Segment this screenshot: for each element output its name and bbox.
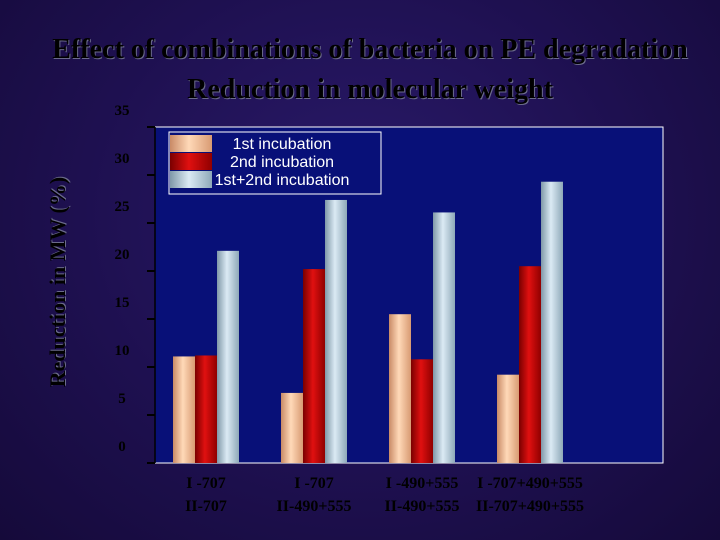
x-category-label: I -707+490+555	[477, 475, 583, 492]
y-tick-label: 15	[115, 295, 130, 311]
chart-title-line1: Effect of combinations of bacteria on PE…	[52, 34, 688, 65]
bar-1st-incubation-4	[497, 374, 519, 463]
bar-2nd-incubation-3	[411, 359, 433, 463]
x-category-label: II-490+555	[385, 498, 460, 515]
x-category-label: I -490+555	[386, 475, 459, 492]
y-tick-label: 20	[115, 247, 130, 263]
y-axis: 0 5 10 15 20 25 30 35	[115, 103, 156, 464]
legend-label: 2nd incubation	[230, 154, 334, 171]
legend-swatch	[170, 153, 212, 170]
legend-swatch	[170, 135, 212, 152]
bar-2nd-incubation-2	[303, 269, 325, 463]
y-tick-label: 0	[118, 439, 126, 455]
y-tick-label: 25	[115, 199, 130, 215]
bar-1st-2nd-incubation-4	[541, 181, 563, 463]
bar-1st-2nd-incubation-1	[217, 250, 239, 463]
legend-label: 1st+2nd incubation	[215, 172, 350, 189]
bar-1st-incubation-2	[281, 392, 303, 463]
legend-label: 1st incubation	[233, 136, 332, 153]
bar-1st-incubation-3	[389, 314, 411, 463]
x-category-label: II-490+555	[277, 498, 352, 515]
legend-swatch	[170, 171, 212, 188]
x-category-label: II-707	[185, 498, 227, 515]
y-tick-label: 5	[118, 391, 126, 407]
bar-1st-2nd-incubation-3	[433, 212, 455, 463]
x-category-label: II-707+490+555	[476, 498, 584, 515]
x-category-label: I -707	[294, 475, 334, 492]
bar-1st-2nd-incubation-2	[325, 199, 347, 463]
chart-title: Effect of combinations of bacteria on PE…	[0, 30, 720, 110]
bars	[173, 181, 563, 463]
x-axis-labels: I -707 II-707 I -707 II-490+555 I -490+555 II…	[185, 475, 584, 515]
chart-title-line2: Reduction in molecular weight	[187, 74, 553, 105]
bar-2nd-incubation-4	[519, 266, 541, 463]
y-tick-label: 30	[115, 151, 130, 167]
x-category-label: I -707	[186, 475, 226, 492]
bar-2nd-incubation-1	[195, 355, 217, 463]
y-tick-label: 10	[115, 343, 130, 359]
y-tick-label: 35	[115, 103, 130, 119]
bar-1st-incubation-1	[173, 356, 195, 463]
